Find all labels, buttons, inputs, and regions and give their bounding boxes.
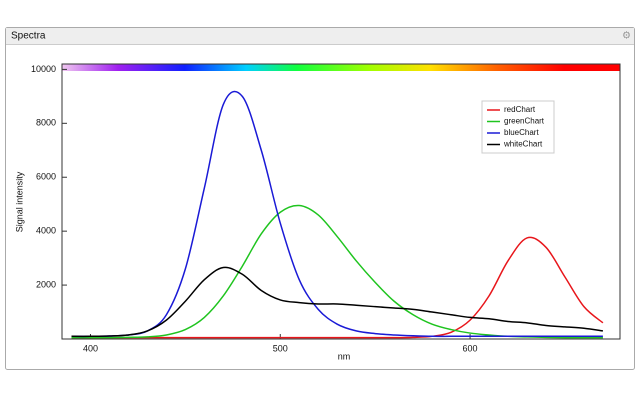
- y-tick-label: 4000: [36, 226, 56, 236]
- legend-label: blueChart: [504, 128, 539, 137]
- x-axis-label: nm: [338, 351, 351, 361]
- y-axis-label: Signal intensity: [14, 171, 24, 232]
- y-tick-label: 2000: [36, 279, 56, 289]
- y-tick-label: 8000: [36, 118, 56, 128]
- y-tick-label: 6000: [36, 172, 56, 182]
- x-tick-label: 500: [273, 343, 288, 353]
- x-tick-label: 600: [463, 343, 478, 353]
- legend-label: whiteChart: [503, 140, 543, 149]
- x-tick-label: 400: [83, 343, 98, 353]
- plot-frame: [61, 63, 621, 340]
- panel-header: [6, 28, 634, 44]
- spectrum-bar: [62, 64, 620, 71]
- panel-title: Spectra: [11, 31, 46, 42]
- series-line: [71, 266, 604, 338]
- legend-label: greenChart: [504, 117, 545, 126]
- series-line: [71, 236, 604, 339]
- panel: [5, 27, 635, 370]
- series-line: [71, 90, 603, 338]
- legend-label: redChart: [504, 105, 536, 114]
- settings-icon[interactable]: ⚙: [622, 31, 631, 42]
- y-tick-label: 10000: [31, 64, 56, 74]
